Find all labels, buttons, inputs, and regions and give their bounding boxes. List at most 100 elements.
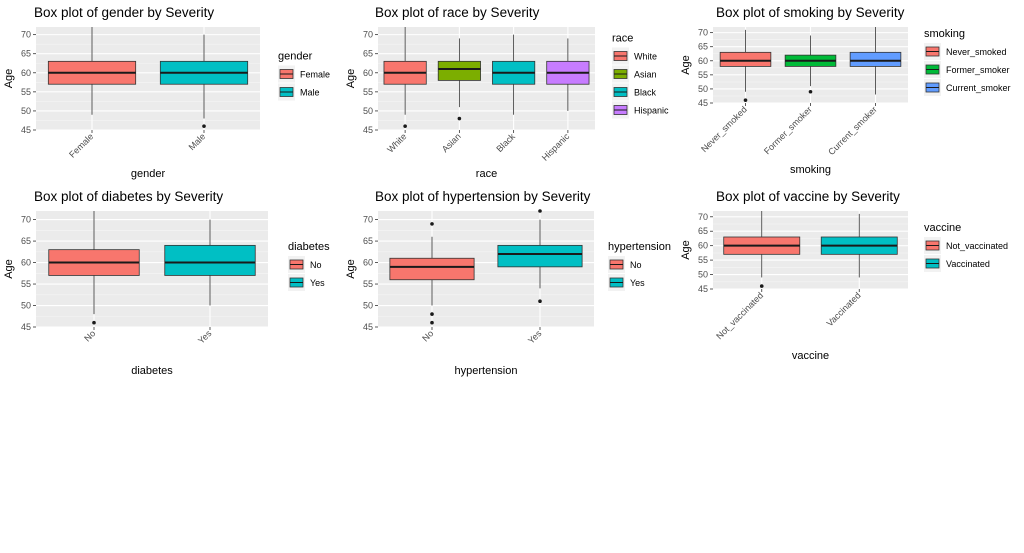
y-axis-title: Age <box>3 69 15 89</box>
outlier-point <box>92 320 96 325</box>
legend-label: Vaccinated <box>946 259 990 269</box>
y-tick-label: 60 <box>363 68 373 78</box>
x-tick-label: Yes <box>196 328 214 346</box>
chart-panel-0: 45 50 55 60 65 70 Female Male gender Age Box plot … <box>3 5 330 180</box>
x-tick-label: Vaccinated <box>825 290 863 328</box>
x-axis-title: diabetes <box>131 365 173 377</box>
y-tick-label: 65 <box>698 226 708 236</box>
y-tick-label: 45 <box>21 322 31 332</box>
box-Yes <box>497 244 583 268</box>
x-axis-title: hypertension <box>455 365 518 377</box>
legend-label: Hispanic <box>634 106 669 116</box>
y-tick-label: 65 <box>698 42 708 52</box>
x-tick-label: Not_vaccinated <box>714 290 765 341</box>
x-tick-label: Current_smoker <box>826 104 879 157</box>
legend: vaccine Not_vaccinated Vaccinated <box>924 222 1008 272</box>
y-tick-label: 65 <box>21 49 31 59</box>
y-axis-title: Age <box>3 259 15 279</box>
y-tick-label: 55 <box>698 70 708 80</box>
chart-panel-3: 45 50 55 60 65 70 No Yes diabetes Age Box plot of … <box>3 189 330 377</box>
y-tick-label: 45 <box>363 125 373 135</box>
y-tick-label: 60 <box>698 241 708 251</box>
y-tick-label: 70 <box>363 215 373 225</box>
y-tick-label: 55 <box>698 255 708 265</box>
outlier-point <box>430 222 434 226</box>
x-tick-label: No <box>82 328 97 343</box>
y-tick-label: 60 <box>21 68 31 78</box>
legend-label: White <box>634 52 657 62</box>
outlier-point <box>808 89 813 94</box>
y-tick-label: 45 <box>698 284 708 294</box>
outlier-point <box>202 124 206 128</box>
y-axis-title: Age <box>345 259 357 279</box>
outlier-point <box>430 312 434 316</box>
y-tick-label: 50 <box>698 270 708 280</box>
y-tick-label: 50 <box>21 106 31 116</box>
legend-label: Yes <box>310 278 325 288</box>
chart-title: Box plot of gender by Severity <box>34 5 214 20</box>
x-tick-label: No <box>420 328 435 343</box>
y-tick-label: 60 <box>21 258 31 268</box>
outlier-point <box>538 299 542 304</box>
legend: hypertension No Yes <box>608 241 671 291</box>
y-tick-label: 55 <box>363 87 373 97</box>
x-tick-label: Black <box>494 131 517 154</box>
y-tick-label: 60 <box>363 258 373 268</box>
box-Current_smoker <box>849 51 902 67</box>
y-tick-label: 55 <box>363 279 373 289</box>
chart-title: Box plot of hypertension by Severity <box>375 189 591 204</box>
legend-title: race <box>612 33 633 45</box>
chart-title: Box plot of diabetes by Severity <box>34 189 223 204</box>
legend-label: Asian <box>634 70 657 80</box>
x-tick-label: White <box>385 131 408 154</box>
y-tick-label: 55 <box>21 279 31 289</box>
chart-title: Box plot of smoking by Severity <box>716 5 905 20</box>
x-tick-label: Yes <box>526 328 544 346</box>
legend-title: smoking <box>924 28 965 40</box>
y-tick-label: 45 <box>698 98 708 108</box>
y-tick-label: 70 <box>698 212 708 222</box>
y-tick-label: 45 <box>21 125 31 135</box>
y-tick-label: 50 <box>21 301 31 311</box>
outlier-point <box>538 209 542 213</box>
outlier-point <box>759 284 764 288</box>
outlier-point <box>743 98 748 102</box>
box-Never_smoked <box>719 51 772 67</box>
legend: diabetes No Yes <box>288 241 330 291</box>
y-tick-label: 70 <box>698 28 708 38</box>
x-tick-label: Former_smoker <box>762 104 814 156</box>
x-tick-label: Hispanic <box>540 131 572 163</box>
x-axis-title: gender <box>131 168 166 180</box>
y-tick-label: 70 <box>21 30 31 40</box>
y-tick-label: 70 <box>363 30 373 40</box>
box-No <box>389 257 475 281</box>
legend-label: Current_smoker <box>946 83 1011 93</box>
x-axis-title: vaccine <box>792 350 829 362</box>
y-tick-label: 50 <box>363 301 373 311</box>
x-tick-label: Female <box>67 131 95 159</box>
y-axis-title: Age <box>345 69 357 89</box>
outlier-point <box>403 124 407 128</box>
y-tick-label: 55 <box>21 87 31 97</box>
y-tick-label: 65 <box>363 49 373 59</box>
y-tick-label: 50 <box>698 84 708 94</box>
y-tick-label: 45 <box>363 322 373 332</box>
chart-title: Box plot of race by Severity <box>375 5 540 20</box>
legend-label: Former_smoker <box>946 65 1010 75</box>
chart-title: Box plot of vaccine by Severity <box>716 189 900 204</box>
legend-label: Never_smoked <box>946 47 1007 57</box>
chart-panel-4: 45 50 55 60 65 70 No Yes hypertension Age Box plot… <box>345 189 671 377</box>
legend-title: diabetes <box>288 241 330 253</box>
y-tick-label: 65 <box>21 236 31 246</box>
outlier-point <box>430 320 434 325</box>
legend-title: hypertension <box>608 241 671 253</box>
legend-title: vaccine <box>924 222 961 234</box>
legend: gender Female Male <box>278 51 330 101</box>
legend-label: Yes <box>630 278 645 288</box>
y-tick-label: 60 <box>698 56 708 66</box>
box-Asian <box>437 60 481 81</box>
chart-panel-1: 45 50 55 60 65 70 White Asian Black Hispanic race A… <box>345 5 669 180</box>
y-tick-label: 70 <box>21 215 31 225</box>
